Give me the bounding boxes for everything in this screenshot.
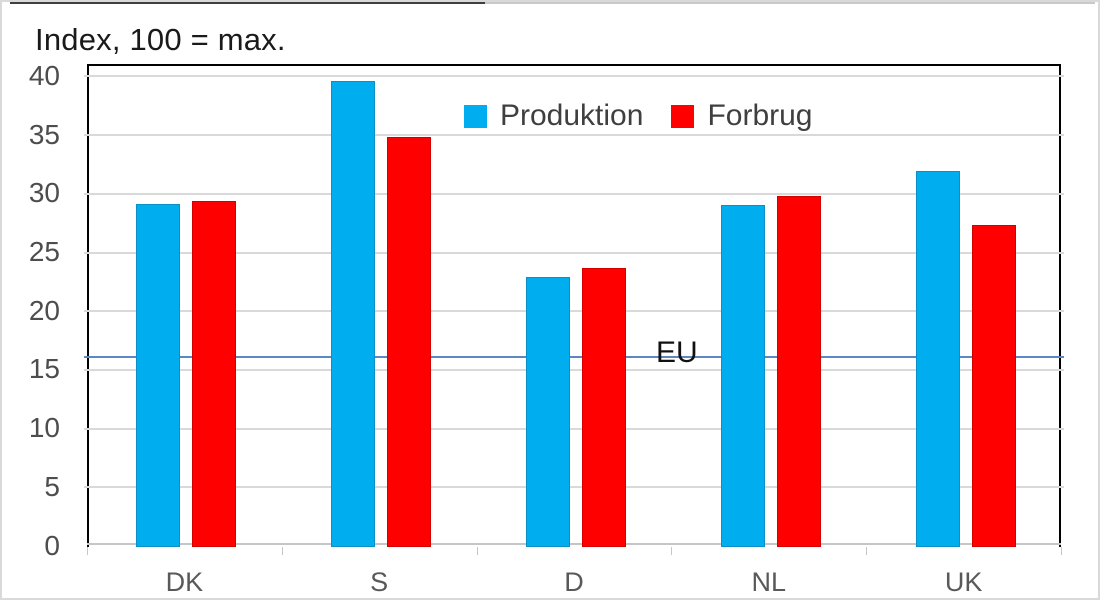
y-tick-label-5: 5	[44, 470, 60, 502]
plot-area: EU	[84, 64, 1064, 555]
legend-item-forbrug: Forbrug	[671, 99, 812, 133]
y-tick-label-20: 20	[28, 294, 60, 326]
top-border-light-segment	[485, 2, 1095, 4]
gridline-y-35	[84, 134, 1064, 137]
y-tick-label-30: 30	[28, 177, 60, 209]
legend-item-produktion: Produktion	[464, 99, 643, 133]
top-border-dark-segment	[10, 2, 485, 4]
x-axis-tick	[281, 547, 283, 555]
bar-forbrug-nl	[776, 195, 821, 547]
legend-swatch-forbrug	[671, 104, 695, 128]
x-category-label-d: D	[564, 567, 584, 597]
gridline-y-25	[84, 251, 1064, 254]
x-axis-line	[87, 543, 1061, 545]
bar-produktion-dk	[136, 204, 181, 547]
y-tick-label-15: 15	[28, 353, 60, 385]
y-tick-label-35: 35	[28, 118, 60, 150]
eu-reference-line	[84, 356, 1064, 358]
x-axis-tick	[671, 547, 673, 555]
x-category-label-s: S	[370, 567, 389, 597]
y-tick-label-10: 10	[28, 412, 60, 444]
gridline-y-20	[84, 310, 1064, 313]
bar-produktion-uk	[915, 171, 960, 547]
chart-title: Index, 100 = max.	[35, 22, 286, 57]
bar-produktion-d	[526, 276, 570, 547]
bar-forbrug-s	[387, 137, 432, 547]
x-category-label-nl: NL	[751, 567, 787, 597]
bar-produktion-s	[331, 80, 376, 547]
y-tick-label-0: 0	[44, 529, 60, 561]
legend: Produktion Forbrug	[464, 99, 812, 133]
x-axis-tick	[866, 547, 868, 555]
y-tick-label-40: 40	[28, 59, 60, 91]
bar-forbrug-uk	[971, 225, 1016, 547]
bar-forbrug-dk	[192, 200, 237, 547]
legend-label-forbrug: Forbrug	[707, 99, 813, 132]
x-category-label-uk: UK	[944, 567, 983, 597]
x-axis-tick	[87, 547, 88, 555]
bar-produktion-nl	[720, 205, 765, 547]
gridline-y-30	[84, 192, 1064, 195]
y-tick-label-25: 25	[28, 236, 60, 267]
bar-forbrug-d	[582, 267, 626, 547]
legend-label-produktion: Produktion	[500, 99, 644, 132]
x-axis-tick	[1061, 547, 1062, 555]
gridline-y-10	[84, 427, 1064, 430]
gridline-y-5	[84, 486, 1064, 489]
legend-swatch-produktion	[464, 104, 487, 128]
gridline-y-15	[84, 368, 1064, 371]
x-axis-tick	[476, 547, 478, 555]
gridline-y-40	[84, 75, 1064, 78]
eu-line-label: EU	[656, 336, 698, 369]
x-category-label-dk: DK	[165, 567, 204, 597]
